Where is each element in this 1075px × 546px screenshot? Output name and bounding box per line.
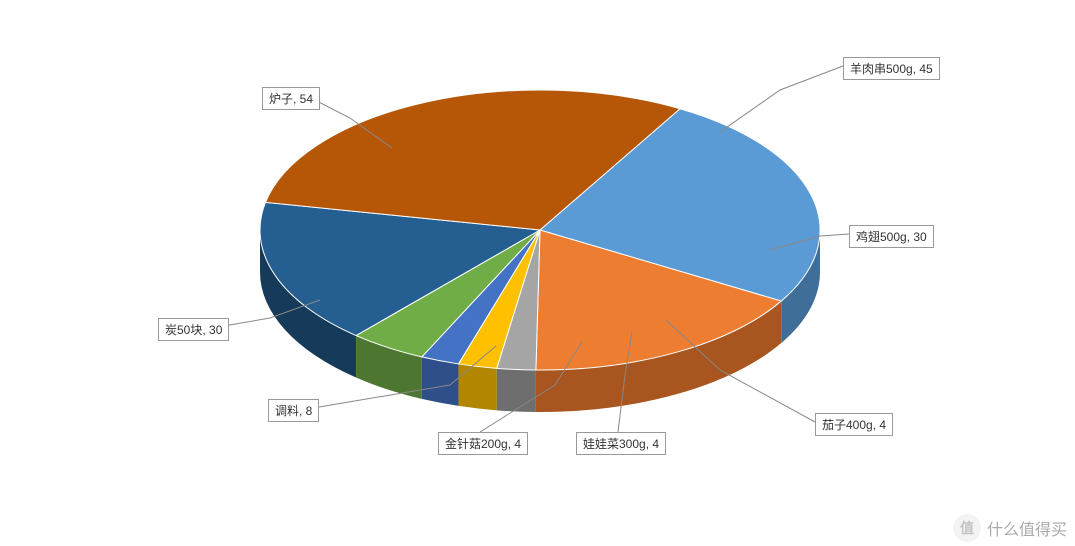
watermark-logo: 值 <box>953 514 981 542</box>
slice-label: 炭50块, 30 <box>158 318 229 341</box>
pie-svg <box>0 0 1075 546</box>
pie-side <box>497 368 536 412</box>
slice-label: 茄子400g, 4 <box>815 413 893 436</box>
pie-side <box>422 357 459 406</box>
watermark-logo-char: 值 <box>960 518 974 538</box>
watermark-text: 什么值得买 <box>987 516 1067 540</box>
slice-label: 鸡翅500g, 30 <box>849 225 934 248</box>
slice-label: 羊肉串500g, 45 <box>843 57 940 80</box>
pie-side <box>458 364 496 410</box>
leader-line <box>720 66 843 132</box>
slice-label: 炉子, 54 <box>262 87 320 110</box>
watermark: 值 什么值得买 <box>953 514 1067 542</box>
pie-chart-3d: 羊肉串500g, 45 鸡翅500g, 30 茄子400g, 4 娃娃菜300g, 4… <box>0 0 1075 546</box>
slice-label: 娃娃菜300g, 4 <box>576 432 666 455</box>
slice-label: 金针菇200g, 4 <box>438 432 528 455</box>
slice-label: 调料, 8 <box>268 399 319 422</box>
